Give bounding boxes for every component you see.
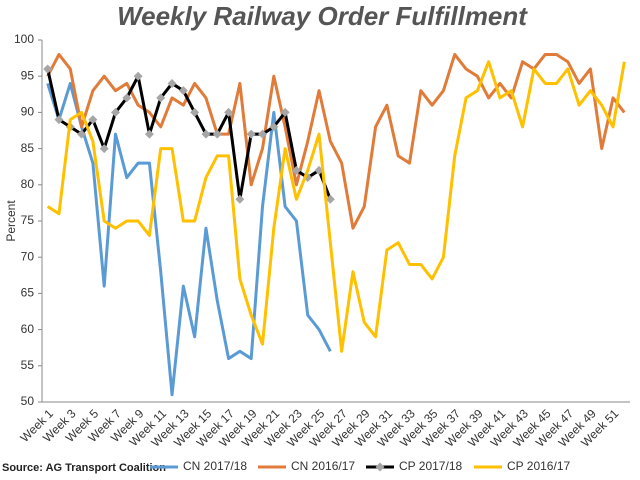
point-marker	[167, 78, 177, 88]
point-marker	[190, 107, 200, 117]
point-marker	[235, 194, 245, 204]
y-tick-label: 55	[21, 358, 35, 372]
legend-label: CN 2017/18	[183, 459, 247, 473]
point-marker	[133, 71, 143, 81]
legend-label: CN 2016/17	[291, 459, 355, 473]
point-marker	[258, 129, 267, 139]
y-tick-label: 65	[21, 286, 35, 300]
point-marker	[325, 194, 335, 204]
series-line	[46, 60, 626, 353]
point-marker	[280, 107, 290, 117]
point-marker	[99, 144, 109, 154]
point-marker	[156, 93, 166, 103]
chart-title: Weekly Railway Order Fulfillment	[117, 1, 528, 31]
y-tick-label: 90	[21, 105, 35, 119]
point-marker	[122, 93, 132, 103]
point-marker	[269, 122, 279, 132]
point-marker	[43, 64, 53, 74]
y-tick-label: 80	[21, 177, 35, 191]
series-line	[46, 81, 332, 397]
point-marker	[224, 107, 234, 117]
y-tick-label: 95	[21, 68, 35, 82]
point-marker	[54, 115, 64, 125]
point-marker	[111, 107, 120, 117]
y-tick-label: 75	[21, 213, 35, 227]
y-tick-label: 100	[14, 32, 34, 46]
point-marker	[212, 129, 222, 139]
point-marker	[77, 129, 87, 139]
point-marker	[201, 129, 211, 139]
point-marker	[178, 86, 188, 96]
point-marker	[246, 129, 256, 139]
legend-marker	[375, 462, 385, 472]
point-marker	[291, 165, 301, 175]
legend-label: CP 2016/17	[507, 459, 570, 473]
y-tick-label: 70	[21, 249, 35, 263]
series-line	[46, 52, 626, 230]
point-marker	[144, 129, 154, 139]
y-tick-label: 85	[21, 141, 35, 155]
y-tick-label: 50	[21, 394, 35, 408]
legend-label: CP 2017/18	[399, 459, 462, 473]
y-tick-label: 60	[21, 322, 35, 336]
source: Source: AG Transport Coalition	[2, 462, 166, 474]
y-axis-label: Percent	[4, 200, 18, 242]
point-marker	[88, 115, 98, 125]
